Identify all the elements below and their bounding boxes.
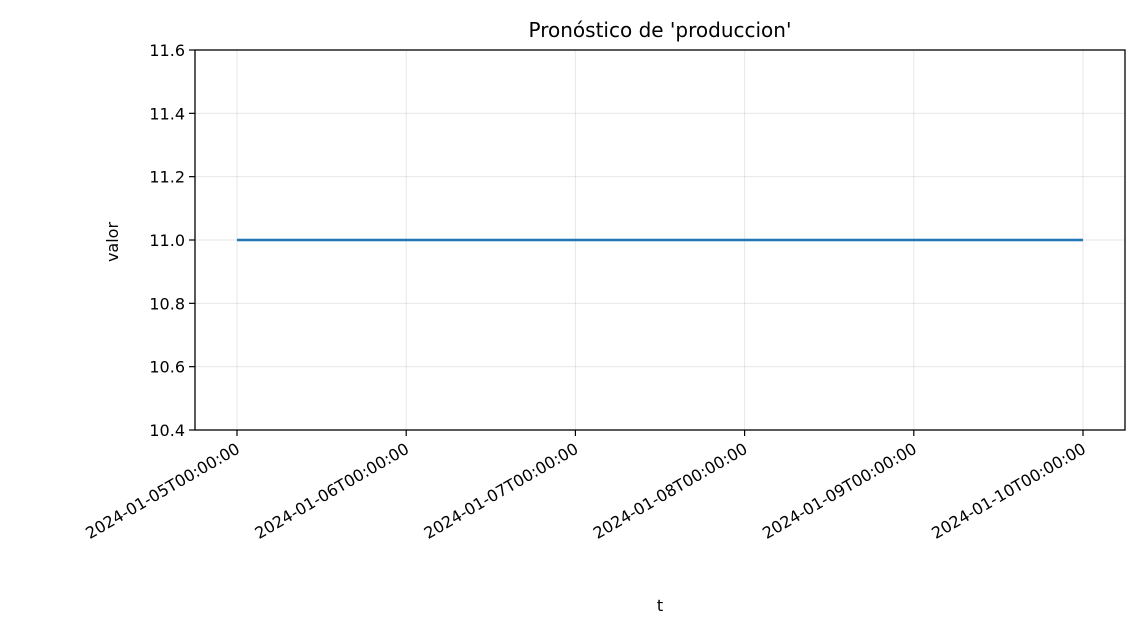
y-tick-label: 11.6 [149,41,185,60]
y-tick-label: 10.8 [149,294,185,313]
y-tick-label: 10.4 [149,421,185,440]
y-axis-label: valor [103,222,122,263]
x-axis-label: t [657,596,663,615]
y-tick-label: 10.6 [149,358,185,377]
y-axis: 10.4 10.6 10.8 11.0 11.2 11.4 11.6 [149,41,195,440]
chart-title: Pronóstico de 'produccion' [529,18,792,42]
y-tick-label: 11.0 [149,231,185,250]
y-tick-label: 11.4 [149,104,185,123]
y-tick-label: 11.2 [149,168,185,187]
